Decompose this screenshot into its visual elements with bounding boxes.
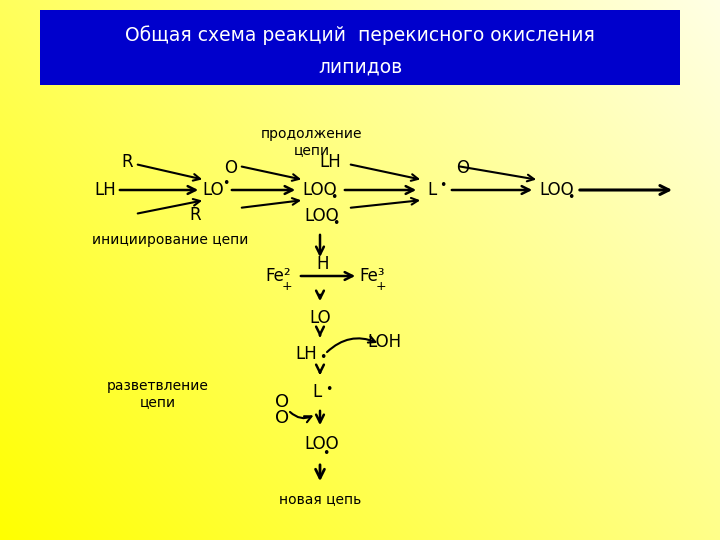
Text: Fe³: Fe³ [359, 267, 384, 285]
Text: LO: LO [309, 309, 330, 327]
Text: L: L [428, 181, 436, 199]
Text: O: O [225, 159, 238, 177]
Text: Fe²: Fe² [265, 267, 291, 285]
Text: •: • [319, 350, 327, 363]
Text: +: + [376, 280, 387, 293]
Text: O: O [456, 159, 469, 177]
Text: LH: LH [94, 181, 116, 199]
Text: LOO: LOO [302, 181, 337, 199]
Text: цепи: цепи [294, 143, 330, 157]
Text: L: L [312, 383, 322, 401]
Text: O: O [275, 393, 289, 411]
Text: LH: LH [295, 345, 317, 363]
Text: •: • [439, 179, 446, 192]
Text: цепи: цепи [140, 395, 176, 409]
Text: R: R [189, 206, 201, 224]
Text: LOH: LOH [367, 333, 401, 351]
Text: разветвление: разветвление [107, 379, 209, 393]
Text: LOO: LOO [305, 207, 339, 225]
Text: •: • [333, 218, 340, 231]
Bar [40, 10, 680, 85]
Text: продолжение: продолжение [261, 127, 363, 141]
Text: R: R [121, 153, 132, 171]
Text: •: • [330, 192, 338, 205]
Text: LOO: LOO [540, 181, 575, 199]
Text: •: • [325, 382, 333, 395]
Text: +: + [282, 280, 292, 293]
Text: Общая схема реакций  перекисного окисления: Общая схема реакций перекисного окислени… [125, 25, 595, 45]
Text: •: • [222, 177, 230, 190]
Text: H: H [317, 255, 329, 273]
Text: •: • [323, 448, 330, 461]
Text: LH: LH [319, 153, 341, 171]
Text: LO: LO [202, 181, 224, 199]
Text: инициирование цепи: инициирование цепи [92, 233, 248, 247]
Text: новая цепь: новая цепь [279, 492, 361, 506]
Text: O: O [275, 409, 289, 427]
Text: •: • [567, 192, 575, 205]
Text: липидов: липидов [318, 57, 402, 77]
Text: LOO: LOO [305, 435, 339, 453]
